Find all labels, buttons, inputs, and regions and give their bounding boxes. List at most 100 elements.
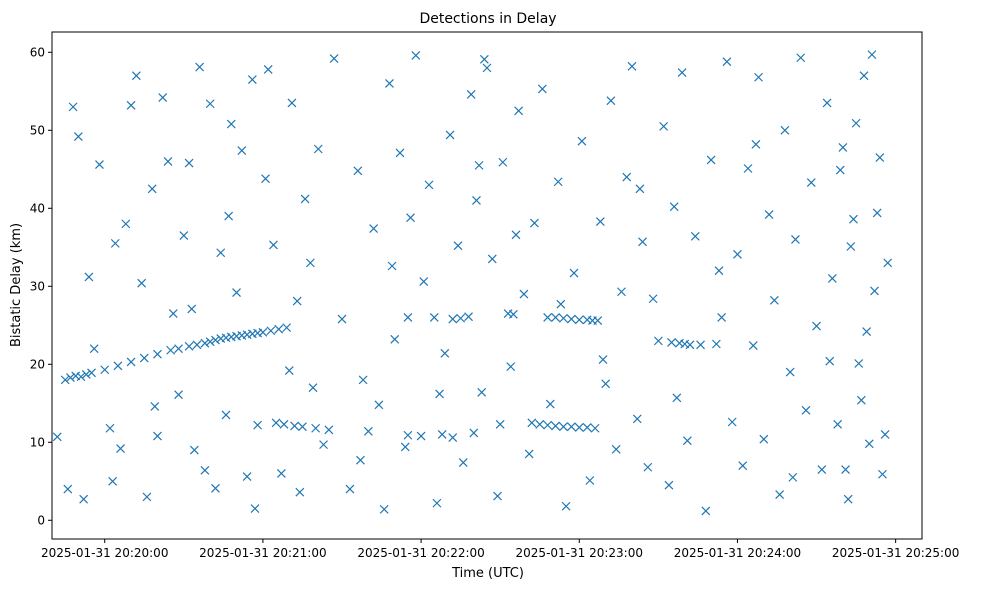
data-point-marker (363, 426, 373, 436)
data-point-marker (559, 422, 568, 432)
data-point-marker (211, 483, 220, 493)
data-point-marker (79, 494, 89, 504)
data-point-marker (498, 157, 508, 167)
data-point-marker (358, 375, 368, 385)
data-point-marker (833, 419, 843, 429)
data-point-marker (163, 157, 173, 166)
data-point-marker (300, 194, 310, 204)
data-point-marker (374, 400, 384, 410)
x-axis: 2025-01-31 20:20:00 2025-01-31 20:21:00 20… (41, 539, 959, 560)
data-point-marker (232, 288, 241, 297)
data-point-marker (722, 57, 732, 67)
data-point-marker (875, 153, 885, 163)
data-point-marker (622, 172, 632, 182)
data-point-marker (400, 442, 410, 452)
data-point-marker (474, 160, 484, 170)
x-tick-label: 2025-01-31 20:23:00 (516, 546, 643, 560)
data-point-marker (329, 54, 339, 63)
data-point-marker (788, 472, 798, 482)
data-point-marker (266, 326, 276, 336)
data-point-marker (659, 121, 669, 131)
data-point-marker (290, 421, 299, 431)
data-point-marker (653, 336, 663, 346)
data-point-marker (60, 375, 70, 385)
data-point-marker (643, 462, 653, 472)
data-point-marker (250, 504, 260, 514)
data-point-marker (511, 230, 521, 240)
data-point-marker (200, 338, 210, 348)
data-point-marker (369, 224, 379, 233)
data-point-marker (345, 484, 355, 494)
data-point-marker (566, 314, 576, 324)
data-point-marker (195, 62, 205, 72)
data-point-marker (543, 420, 553, 430)
data-point-marker (226, 119, 236, 129)
data-point-marker (192, 340, 202, 350)
data-point-marker (593, 316, 603, 326)
y-tick-label: 50 (30, 123, 45, 137)
data-point-marker (714, 266, 724, 276)
data-point-marker (390, 334, 400, 344)
data-point-marker (411, 50, 421, 60)
data-point-marker (276, 469, 286, 478)
data-point-marker (458, 458, 468, 467)
data-point-marker (759, 434, 769, 444)
data-point-marker (379, 504, 389, 514)
data-point-marker (263, 65, 273, 74)
data-point-marker (611, 444, 621, 454)
data-point-marker (843, 494, 853, 504)
data-point-marker (867, 50, 877, 60)
data-point-marker (216, 248, 226, 258)
data-point-marker (835, 165, 845, 175)
data-point-marker (295, 487, 305, 497)
data-point-marker (806, 178, 816, 187)
data-point-marker (284, 366, 294, 375)
data-point-marker (527, 418, 537, 428)
data-point-marker (68, 102, 78, 112)
data-point-marker (200, 465, 210, 475)
data-point-marker (682, 436, 692, 446)
data-point-marker (282, 323, 292, 333)
data-point-marker (142, 492, 152, 502)
data-point-marker (110, 238, 120, 248)
data-point-marker (121, 219, 131, 229)
data-point-marker (187, 304, 197, 314)
data-point-marker (574, 423, 584, 432)
data-point-marker (872, 208, 882, 218)
data-point-marker (514, 106, 524, 116)
data-point-marker (701, 506, 711, 516)
data-point-marker (632, 414, 642, 424)
y-axis: 0 10 20 30 40 50 60 (30, 45, 52, 527)
data-point-marker (870, 286, 879, 296)
data-point-marker (508, 309, 518, 319)
data-point-marker (279, 419, 289, 429)
data-point-marker (448, 433, 458, 443)
data-point-marker (883, 258, 893, 268)
data-point-marker (403, 430, 413, 440)
x-tick-label: 2025-01-31 20:25:00 (832, 546, 959, 560)
data-point-marker (598, 355, 608, 365)
data-point-marker (677, 68, 687, 77)
data-point-marker (237, 146, 247, 155)
data-point-marker (113, 361, 123, 371)
data-point-marker (841, 465, 850, 475)
data-point-marker (495, 419, 505, 429)
data-point-marker (184, 158, 194, 168)
y-axis-label: Bistatic Delay (km) (9, 223, 24, 347)
data-point-marker (168, 309, 178, 319)
data-point-marker (292, 296, 302, 306)
data-point-marker (242, 472, 252, 482)
data-point-marker (551, 421, 560, 431)
data-point-marker (519, 289, 529, 299)
data-point-marker (669, 202, 679, 212)
data-point-marker (261, 174, 270, 184)
data-point-marker (635, 184, 645, 194)
data-point-marker (672, 393, 682, 403)
data-point-marker (524, 449, 534, 459)
data-point-marker (153, 349, 162, 359)
data-point-marker (432, 498, 442, 508)
data-point-marker (769, 295, 779, 305)
data-point-marker (52, 432, 62, 442)
data-point-marker (638, 237, 647, 247)
